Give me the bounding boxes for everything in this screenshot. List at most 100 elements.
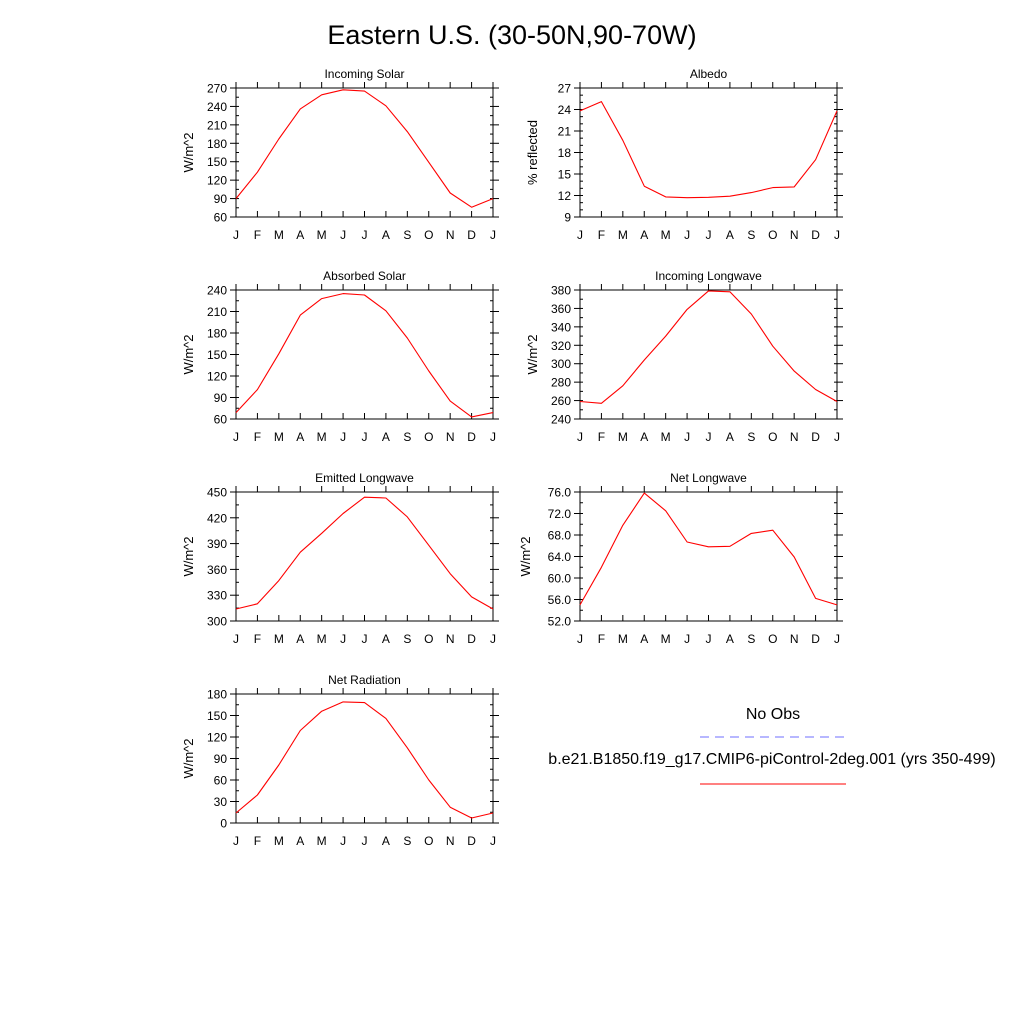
x-tick-label: M (618, 632, 628, 646)
x-tick-label: J (233, 632, 239, 646)
x-tick-label: N (446, 834, 455, 848)
plot-frame (579, 491, 838, 622)
page-title: Eastern U.S. (30-50N,90-70W) (327, 20, 697, 50)
y-tick-label: 60 (214, 211, 228, 225)
chart-title: Emitted Longwave (315, 471, 414, 485)
y-tick-label: 64.0 (548, 550, 572, 564)
x-tick-label: D (467, 834, 476, 848)
y-tick-label: 360 (207, 563, 227, 577)
x-tick-label: M (317, 228, 327, 242)
y-tick-label: 30 (214, 795, 228, 809)
x-tick-label: N (790, 228, 799, 242)
y-tick-label: 76.0 (548, 486, 572, 500)
y-tick-label: 180 (207, 327, 227, 341)
y-tick-label: 72.0 (548, 507, 572, 521)
x-tick-label: A (382, 834, 390, 848)
x-tick-label: A (640, 430, 648, 444)
y-tick-label: 240 (207, 100, 227, 114)
y-tick-label: 120 (207, 731, 227, 745)
chart-panel-4: J F M A M J J A S O N D J240260280300320340360380W/m… (525, 269, 843, 444)
chart-title: Absorbed Solar (323, 269, 406, 283)
legend-obs-line (700, 736, 846, 738)
y-tick-label: 150 (207, 709, 227, 723)
chart-title: Incoming Solar (324, 67, 404, 81)
y-tick-label: 450 (207, 486, 227, 500)
x-tick-label: A (640, 632, 648, 646)
y-tick-label: 60 (214, 413, 228, 427)
y-tick-label: 320 (551, 339, 571, 353)
chart-panel-5: J F M A M J J A S O N D J300330360390420450W/m^2Emit… (181, 471, 499, 646)
x-tick-label: M (317, 632, 327, 646)
x-tick-label: J (233, 834, 239, 848)
y-axis-label: W/m^2 (181, 738, 196, 778)
y-tick-label: 330 (207, 589, 227, 603)
x-tick-label: O (424, 834, 433, 848)
x-tick-label: S (747, 228, 755, 242)
y-tick-label: 52.0 (548, 615, 572, 629)
x-tick-label: D (811, 632, 820, 646)
x-tick-label: J (340, 228, 346, 242)
x-tick-label: M (317, 834, 327, 848)
x-tick-label: N (790, 632, 799, 646)
y-tick-label: 180 (207, 688, 227, 702)
x-tick-label: O (768, 228, 777, 242)
y-tick-label: 180 (207, 137, 227, 151)
plot-frame (235, 87, 494, 218)
x-tick-label: S (403, 430, 411, 444)
x-tick-label: D (811, 228, 820, 242)
chart-title: Incoming Longwave (655, 269, 762, 283)
legend-model-label: b.e21.B1850.f19_g17.CMIP6-piControl-2deg… (548, 751, 996, 768)
plot-frame (235, 491, 494, 622)
chart-title: Albedo (690, 67, 728, 81)
x-tick-label: J (490, 430, 496, 444)
legend-obs-label: No Obs (745, 706, 801, 723)
x-tick-label: D (467, 430, 476, 444)
x-tick-label: S (403, 632, 411, 646)
x-tick-label: A (382, 430, 390, 444)
y-tick-label: 27 (558, 82, 572, 96)
x-tick-label: M (317, 430, 327, 444)
x-tick-label: O (424, 430, 433, 444)
y-tick-label: 90 (214, 391, 228, 405)
x-tick-label: M (274, 632, 284, 646)
x-tick-label: S (747, 430, 755, 444)
y-tick-label: 210 (207, 305, 227, 319)
y-axis-label: W/m^2 (525, 334, 540, 374)
x-tick-label: D (811, 430, 820, 444)
y-tick-label: 210 (207, 118, 227, 132)
y-tick-label: 300 (207, 615, 227, 629)
x-tick-label: M (274, 430, 284, 444)
chart-title: Net Radiation (328, 673, 401, 687)
plot-frame (579, 289, 838, 420)
chart-title: Net Longwave (670, 471, 747, 485)
x-tick-label: F (598, 430, 605, 444)
x-tick-label: J (233, 228, 239, 242)
y-axis-label: W/m^2 (181, 132, 196, 172)
y-tick-label: 21 (558, 125, 572, 139)
y-tick-label: 260 (551, 394, 571, 408)
y-tick-label: 120 (207, 370, 227, 384)
x-tick-label: J (684, 632, 690, 646)
x-tick-label: N (790, 430, 799, 444)
y-tick-label: 60 (214, 774, 228, 788)
x-tick-label: O (768, 632, 777, 646)
y-axis-label: W/m^2 (181, 536, 196, 576)
x-tick-label: J (684, 228, 690, 242)
x-tick-label: A (726, 228, 734, 242)
x-tick-label: J (577, 228, 583, 242)
x-tick-label: M (274, 834, 284, 848)
x-tick-label: A (296, 834, 304, 848)
x-tick-label: F (254, 430, 261, 444)
y-axis-label: % reflected (525, 120, 540, 185)
y-tick-label: 340 (551, 320, 571, 334)
y-tick-label: 120 (207, 174, 227, 188)
plot-frame (235, 693, 494, 824)
x-tick-label: J (490, 228, 496, 242)
series-line (235, 89, 494, 208)
y-tick-label: 360 (551, 302, 571, 316)
y-tick-label: 9 (564, 211, 571, 225)
y-tick-label: 300 (551, 357, 571, 371)
